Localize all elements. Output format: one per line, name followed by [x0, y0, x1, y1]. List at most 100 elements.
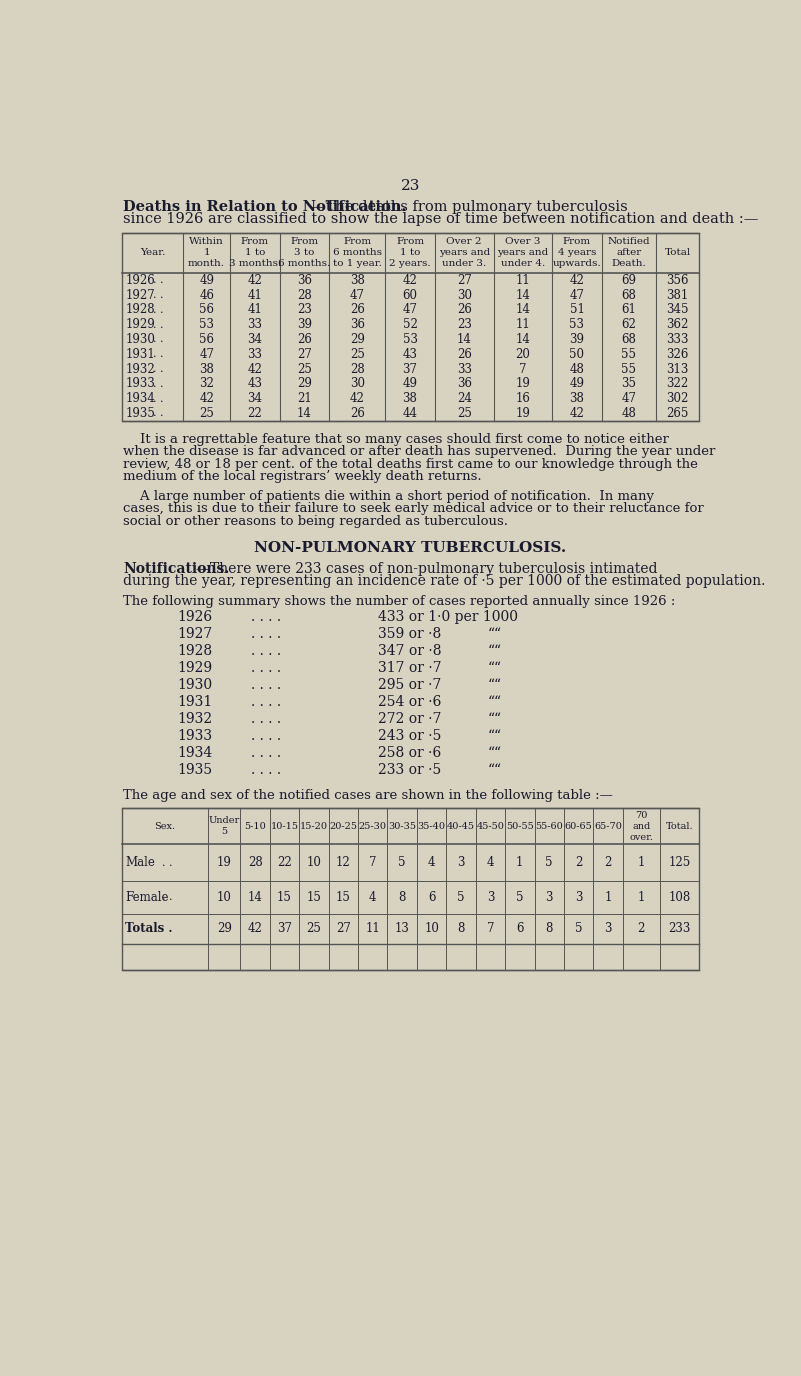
Text: 28: 28 — [248, 856, 263, 870]
Text: 36: 36 — [457, 377, 472, 391]
Text: 51: 51 — [570, 303, 585, 316]
Text: 13: 13 — [395, 922, 409, 936]
Text: 15: 15 — [307, 890, 321, 904]
Text: 42: 42 — [570, 407, 585, 420]
Text: 5: 5 — [398, 856, 406, 870]
Text: 1926: 1926 — [126, 274, 155, 286]
Text: . .: . . — [153, 350, 163, 359]
Text: 2: 2 — [638, 922, 645, 936]
Text: 42: 42 — [350, 392, 364, 405]
Text: 55: 55 — [622, 362, 636, 376]
Text: 11: 11 — [516, 318, 530, 332]
Text: 42: 42 — [248, 362, 263, 376]
Text: 56: 56 — [199, 303, 214, 316]
Text: 10: 10 — [217, 890, 231, 904]
Text: Female: Female — [125, 890, 168, 904]
Text: 38: 38 — [199, 362, 214, 376]
Text: 8: 8 — [545, 922, 553, 936]
Text: 359 or ·8: 359 or ·8 — [377, 627, 441, 641]
Text: 15: 15 — [277, 890, 292, 904]
Text: 39: 39 — [297, 318, 312, 332]
Text: 333: 333 — [666, 333, 689, 345]
Text: . . . .: . . . . — [252, 610, 281, 625]
Text: 68: 68 — [622, 333, 636, 345]
Text: 1934: 1934 — [178, 746, 213, 760]
Text: 6: 6 — [516, 922, 524, 936]
Text: 33: 33 — [248, 348, 263, 361]
Text: 32: 32 — [199, 377, 214, 391]
Text: 11: 11 — [516, 274, 530, 286]
Text: . .: . . — [153, 275, 163, 285]
Text: 7: 7 — [519, 362, 526, 376]
Text: 30-35: 30-35 — [388, 821, 417, 831]
Text: . . . .: . . . . — [252, 729, 281, 743]
Text: 29: 29 — [297, 377, 312, 391]
Text: From
1 to
2 years.: From 1 to 2 years. — [389, 237, 431, 268]
Text: 45-50: 45-50 — [477, 821, 505, 831]
Text: A large number of patients die within a short period of notification.  In many: A large number of patients die within a … — [123, 490, 654, 504]
Text: 258 or ·6: 258 or ·6 — [377, 746, 441, 760]
Text: 272 or ·7: 272 or ·7 — [377, 711, 441, 725]
Text: 42: 42 — [248, 922, 263, 936]
Text: 15: 15 — [336, 890, 351, 904]
Text: 381: 381 — [666, 289, 689, 301]
Text: 14: 14 — [515, 289, 530, 301]
Text: since 1926 are classified to show the lapse of time between notification and dea: since 1926 are classified to show the la… — [123, 212, 759, 226]
Text: . . . .: . . . . — [252, 762, 281, 776]
Text: 2: 2 — [604, 856, 612, 870]
Text: 3: 3 — [457, 856, 465, 870]
Text: cases, this is due to their failure to seek early medical advice or to their rel: cases, this is due to their failure to s… — [123, 502, 704, 516]
Text: ““: ““ — [488, 695, 501, 709]
Text: Under
5: Under 5 — [208, 816, 239, 837]
Text: . .: . . — [162, 857, 173, 868]
Text: social or other reasons to being regarded as tuberculous.: social or other reasons to being regarde… — [123, 515, 509, 528]
Text: . .: . . — [153, 334, 163, 344]
Text: 4: 4 — [487, 856, 494, 870]
Text: 356: 356 — [666, 274, 689, 286]
Text: Over 3
years and
under 4.: Over 3 years and under 4. — [497, 237, 549, 268]
Text: Notified
after
Death.: Notified after Death. — [607, 237, 650, 268]
Text: 317 or ·7: 317 or ·7 — [377, 660, 441, 676]
Text: 19: 19 — [515, 407, 530, 420]
Text: 3: 3 — [604, 922, 612, 936]
Text: 36: 36 — [297, 274, 312, 286]
Text: From
4 years
upwards.: From 4 years upwards. — [553, 237, 602, 268]
Text: 34: 34 — [248, 333, 263, 345]
Text: 25: 25 — [307, 922, 321, 936]
Text: 28: 28 — [297, 289, 312, 301]
Text: Male: Male — [125, 856, 155, 870]
Text: Year.: Year. — [140, 249, 165, 257]
Text: ““: ““ — [488, 644, 501, 658]
Text: 53: 53 — [403, 333, 417, 345]
Text: 22: 22 — [277, 856, 292, 870]
Text: 4: 4 — [369, 890, 376, 904]
Text: 46: 46 — [199, 289, 214, 301]
Text: 108: 108 — [669, 890, 690, 904]
Text: 38: 38 — [403, 392, 417, 405]
Text: medium of the local registrars’ weekly death returns.: medium of the local registrars’ weekly d… — [123, 471, 482, 483]
Text: . . . .: . . . . — [252, 711, 281, 725]
Text: 55-60: 55-60 — [535, 821, 563, 831]
Text: 3: 3 — [487, 890, 494, 904]
Text: 27: 27 — [457, 274, 472, 286]
Text: 1928: 1928 — [178, 644, 213, 658]
Text: . . . .: . . . . — [252, 695, 281, 709]
Text: 11: 11 — [365, 922, 380, 936]
Text: 347 or ·8: 347 or ·8 — [377, 644, 441, 658]
Text: 26: 26 — [457, 348, 472, 361]
Text: 56: 56 — [199, 333, 214, 345]
Text: 4: 4 — [428, 856, 435, 870]
Text: when the disease is far advanced or after death has supervened.  During the year: when the disease is far advanced or afte… — [123, 446, 716, 458]
Text: Deaths in Relation to Notification.: Deaths in Relation to Notification. — [123, 200, 407, 213]
Text: 6: 6 — [428, 890, 435, 904]
Text: 25: 25 — [457, 407, 472, 420]
Text: 5: 5 — [575, 922, 582, 936]
Text: 1934: 1934 — [126, 392, 155, 405]
Text: 42: 42 — [570, 274, 585, 286]
Text: —The deaths from pulmonary tuberculosis: —The deaths from pulmonary tuberculosis — [311, 200, 628, 213]
Text: 1928: 1928 — [126, 303, 155, 316]
Text: 5: 5 — [545, 856, 553, 870]
Text: 1935: 1935 — [126, 407, 155, 420]
Text: 61: 61 — [622, 303, 636, 316]
Text: 295 or ·7: 295 or ·7 — [377, 678, 441, 692]
